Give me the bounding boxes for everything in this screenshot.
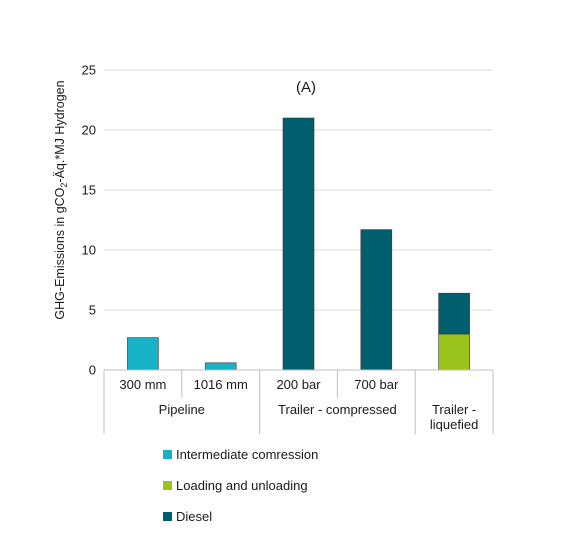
y-axis-label: GHG-Emissions in gCO2-Äq.*MJ Hydrogen [53,80,69,319]
y-axis-label-main: GHG-Emissions in gCO [53,187,67,319]
legend-label: Diesel [176,509,212,524]
x-tick-label: 1016 mm [194,377,248,392]
bar [204,362,237,371]
legend-swatch [163,481,172,490]
bar [127,337,159,371]
bar [360,229,393,371]
bar [282,117,315,371]
bar [438,333,470,371]
legend-swatch [163,450,172,459]
x-tick-label: 700 bar [354,377,399,392]
x-tick-label: 300 mm [119,377,166,392]
y-axis-label-rest: -Äq.*MJ Hydrogen [53,80,67,182]
bar [438,292,470,335]
x-axis: 300 mm 1016 mm 200 bar 700 bar Pipeline Trail… [103,369,494,434]
panel-annotation: (A) [296,79,316,96]
y-tick-label: 5 [89,303,96,318]
y-tick-label: 25 [82,63,96,78]
y-axis-ticks: 0 5 10 15 20 25 [82,63,96,378]
group-label: liquefied [430,417,478,432]
x-tick-label: 200 bar [276,377,321,392]
legend-swatch [163,512,172,521]
y-tick-label: 20 [82,123,96,138]
y-tick-label: 15 [82,183,96,198]
legend-label: Intermediate comression [176,447,318,462]
y-axis-label-subscript: 2 [59,183,69,188]
legend: Intermediate comression Loading and unloa… [163,447,318,524]
group-label: Trailer - [432,402,476,417]
y-tick-label: 10 [82,243,96,258]
bars [127,117,470,371]
y-tick-label: 0 [89,363,96,378]
group-label: Pipeline [159,402,205,417]
group-label: Trailer - compressed [278,402,397,417]
legend-label: Loading and unloading [176,478,308,493]
